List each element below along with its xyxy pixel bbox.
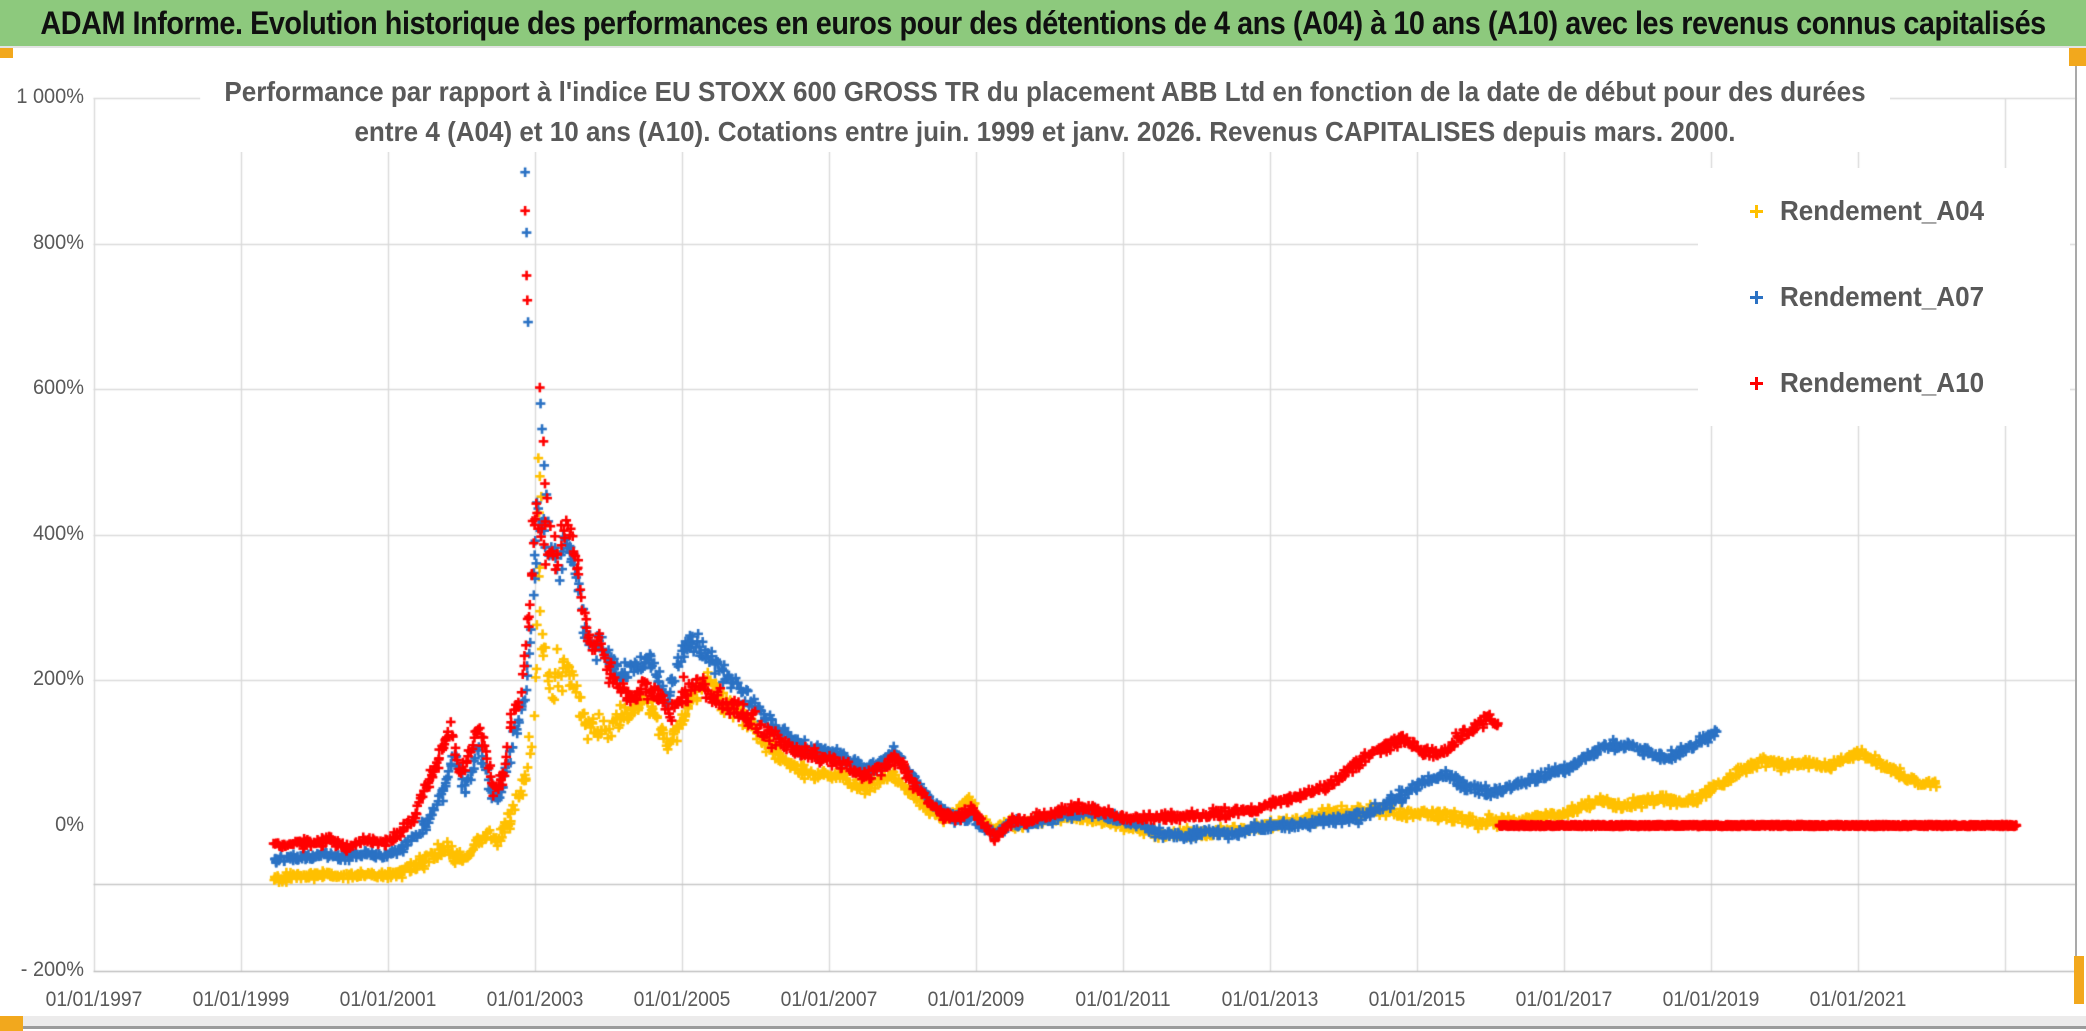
x-tick-label: 01/01/2001 <box>339 988 436 1011</box>
slide-bottom-edge <box>0 1016 2086 1026</box>
legend-label: Rendement_A07 <box>1780 281 1985 312</box>
x-tick-label: 01/01/1999 <box>192 988 289 1011</box>
y-tick-label: 1 000% <box>16 85 84 108</box>
slide-corner-accent-bottom-left <box>0 1016 23 1031</box>
y-tick-label: 400% <box>32 521 84 545</box>
y-tick-label: 800% <box>32 230 84 254</box>
y-tick-label: 600% <box>32 376 84 399</box>
y-tick-label: - 200% <box>20 958 84 981</box>
x-tick-label: 01/01/2021 <box>1809 988 1907 1011</box>
x-tick-label: 01/01/2005 <box>633 988 731 1011</box>
chart-right-border <box>2075 58 2077 992</box>
legend-label: Rendement_A04 <box>1780 195 1985 226</box>
y-tick-label: 200% <box>32 667 84 690</box>
slide-bottom-line <box>0 1026 2086 1029</box>
x-tick-label: 01/01/2003 <box>486 988 584 1011</box>
chart-title: Performance par rapport à l'indice EU ST… <box>200 72 1890 152</box>
x-tick-label: 01/01/1997 <box>45 988 142 1011</box>
x-tick-label: 01/01/2017 <box>1515 988 1613 1011</box>
x-tick-label: 01/01/2009 <box>927 988 1025 1011</box>
x-tick-label: 01/01/2019 <box>1662 988 1760 1011</box>
plus-marker-icon <box>1750 376 1763 390</box>
plus-marker-icon <box>1750 290 1763 304</box>
legend: Rendement_A04 Rendement_A07 Rendement_A1… <box>1698 168 2070 426</box>
plus-marker-icon <box>1750 204 1763 218</box>
header-divider <box>0 46 2086 48</box>
y-tick-label: 0% <box>55 812 84 836</box>
x-tick-label: 01/01/2011 <box>1075 988 1171 1011</box>
x-tick-label: 01/01/2007 <box>780 988 878 1011</box>
legend-item-rendement-a04[interactable]: Rendement_A04 <box>1750 195 2070 227</box>
x-tick-label: 01/01/2013 <box>1221 988 1319 1011</box>
chart-title-line1: Performance par rapport à l'indice EU ST… <box>224 76 1866 107</box>
header-title: ADAM Informe. Evolution historique des p… <box>40 4 2046 41</box>
chart-title-line2: entre 4 (A04) et 10 ans (A10). Cotations… <box>354 116 1736 147</box>
slide-corner-accent-bottom-right <box>2074 956 2084 1004</box>
x-tick-label: 01/01/2015 <box>1368 988 1466 1011</box>
legend-label: Rendement_A10 <box>1780 367 1985 398</box>
header-bar: ADAM Informe. Evolution historique des p… <box>0 0 2086 46</box>
legend-item-rendement-a07[interactable]: Rendement_A07 <box>1750 281 2070 313</box>
legend-item-rendement-a10[interactable]: Rendement_A10 <box>1750 367 2070 399</box>
